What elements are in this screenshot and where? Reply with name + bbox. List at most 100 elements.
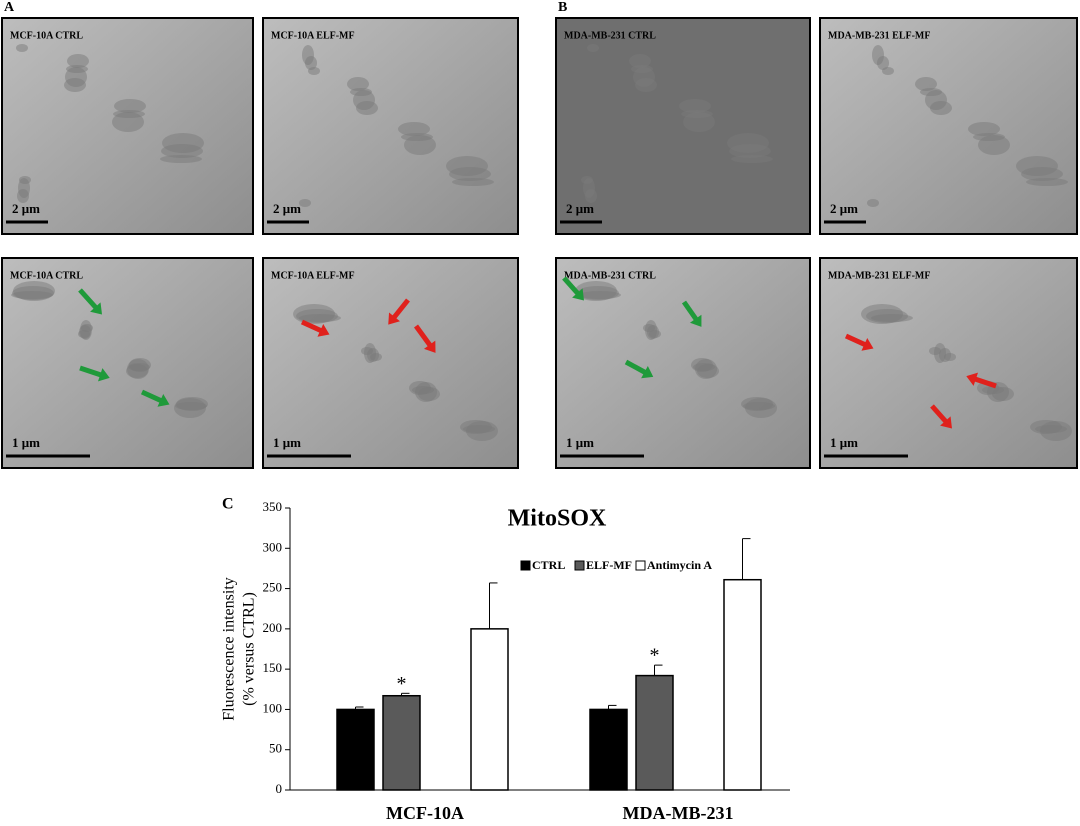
organelle: [347, 77, 369, 91]
organelle: [446, 156, 488, 176]
scale-label: 2 μm: [12, 201, 40, 216]
x-tick-label: MDA-MB-231: [623, 803, 734, 823]
organelle: [968, 122, 1000, 136]
bar: [723, 578, 762, 791]
significance: *: [397, 673, 407, 695]
organelle: [162, 133, 204, 153]
image-label: MCF-10A CTRL: [10, 270, 83, 281]
organelle: [460, 420, 492, 434]
micrograph: [262, 257, 519, 469]
organelle: [299, 199, 311, 207]
arrow: [681, 300, 701, 324]
image-label: MDA-MB-231 CTRL: [564, 270, 656, 281]
arrow: [78, 288, 100, 312]
significance: *: [650, 645, 660, 667]
micrograph: [819, 257, 1078, 469]
scale-label: 1 μm: [566, 435, 594, 450]
bar: [589, 708, 628, 791]
image-label: MDA-MB-231 ELF-MF: [828, 30, 930, 41]
organelle: [915, 77, 937, 91]
arrow: [390, 298, 410, 322]
y-tick-label: 300: [263, 539, 283, 554]
scale-label: 1 μm: [12, 435, 40, 450]
arrow-head: [966, 372, 979, 386]
y-tick-label: 250: [263, 580, 283, 595]
organelle: [13, 281, 55, 301]
arrow: [562, 276, 582, 298]
arrow-head: [689, 314, 702, 327]
organelle: [398, 122, 430, 136]
arrow-head: [317, 323, 330, 337]
organelle: [114, 99, 146, 113]
y-tick-label: 50: [269, 741, 282, 756]
arrow-head: [641, 365, 654, 379]
organelle: [629, 54, 651, 68]
panel-label: C: [222, 496, 234, 513]
organelle: [861, 304, 903, 324]
legend-label: ELF-MF: [586, 558, 632, 572]
legend-swatch: [520, 560, 531, 571]
arrow-head: [388, 312, 400, 325]
organelle: [741, 397, 773, 411]
organelle: [1016, 156, 1058, 176]
micrograph: [555, 17, 811, 235]
image-label: MCF-10A ELF-MF: [271, 270, 355, 281]
image-label: MDA-MB-231 CTRL: [564, 30, 656, 41]
organelle: [129, 358, 151, 372]
scale-label: 1 μm: [273, 435, 301, 450]
y-axis-label: (% versus CTRL): [241, 592, 258, 706]
organelle: [643, 324, 655, 332]
y-axis-label: Fluorescence intensity: [221, 577, 238, 721]
arrow: [971, 375, 997, 389]
legend-label: Antimycin A: [647, 558, 712, 572]
arrow-head: [572, 288, 584, 301]
organelle: [691, 358, 713, 372]
legend-swatch: [635, 560, 646, 571]
organelle: [575, 281, 617, 301]
arrow: [413, 324, 435, 350]
organelle: [409, 381, 431, 395]
panel-label: B: [558, 0, 567, 15]
organelle: [581, 176, 593, 184]
organelle: [929, 347, 941, 355]
arrow-head: [940, 416, 952, 429]
organelle: [867, 199, 879, 207]
bar: [470, 628, 509, 791]
arrow-head: [157, 393, 170, 407]
image-label: MDA-MB-231 ELF-MF: [828, 270, 930, 281]
organelle: [67, 54, 89, 68]
organelle: [361, 347, 373, 355]
panel-label: A: [4, 0, 15, 15]
scale-label: 1 μm: [830, 435, 858, 450]
bar: [336, 708, 375, 791]
scale-label: 2 μm: [566, 201, 594, 216]
organelle: [81, 324, 93, 332]
arrow: [930, 404, 950, 426]
legend-label: CTRL: [532, 558, 565, 572]
y-tick-label: 350: [263, 499, 283, 514]
arrow: [624, 359, 650, 377]
image-label: MCF-10A CTRL: [10, 30, 83, 41]
organelle: [176, 397, 208, 411]
arrow: [844, 333, 870, 349]
y-tick-label: 100: [263, 700, 283, 715]
arrow-head: [90, 302, 103, 315]
organelle: [872, 45, 884, 65]
y-tick-label: 200: [263, 620, 283, 635]
y-tick-label: 150: [263, 660, 283, 675]
arrow: [140, 389, 166, 405]
x-tick-label: MCF-10A: [386, 803, 464, 823]
legend-swatch: [574, 560, 585, 571]
organelle: [1030, 420, 1062, 434]
scale-label: 2 μm: [830, 201, 858, 216]
arrow-head: [97, 368, 110, 382]
chart-title: MitoSOX: [508, 506, 607, 532]
arrow-head: [861, 337, 874, 351]
arrow: [300, 319, 326, 335]
arrow-head: [423, 340, 436, 353]
bar: [382, 694, 421, 791]
organelle: [19, 176, 31, 184]
bar: [635, 674, 674, 791]
image-label: MCF-10A ELF-MF: [271, 30, 355, 41]
